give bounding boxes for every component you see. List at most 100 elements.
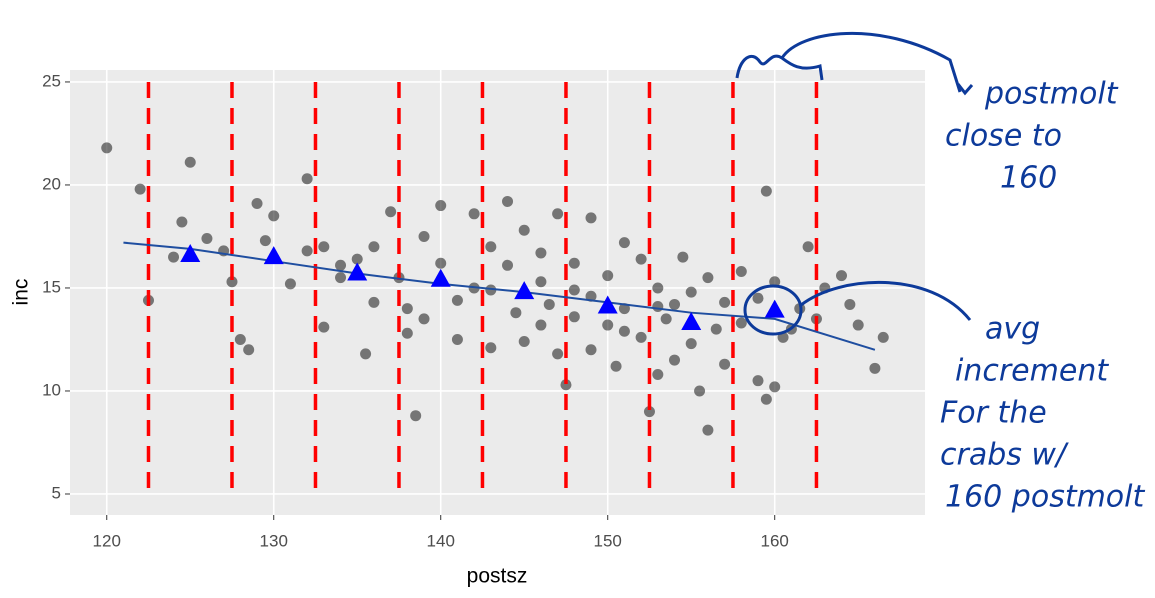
- mean-triangle: [430, 268, 451, 287]
- point: [410, 410, 422, 422]
- point: [485, 342, 497, 354]
- y-tick-label: 25: [42, 71, 61, 90]
- point: [719, 358, 731, 370]
- point: [168, 251, 180, 263]
- point: [702, 424, 714, 436]
- point: [134, 183, 146, 195]
- point: [335, 272, 347, 284]
- point: [535, 247, 547, 259]
- point: [351, 253, 363, 265]
- mean-triangle: [681, 311, 702, 330]
- y-tick-label: 20: [42, 174, 61, 193]
- point: [752, 375, 764, 387]
- point: [435, 257, 447, 269]
- point: [685, 286, 697, 298]
- x-axis-label: postsz: [467, 565, 528, 588]
- point: [660, 313, 672, 325]
- point: [618, 303, 630, 315]
- point: [735, 265, 747, 277]
- point: [552, 348, 564, 360]
- point: [101, 142, 113, 154]
- point: [652, 368, 664, 380]
- point: [652, 282, 664, 294]
- point: [760, 393, 772, 405]
- point: [760, 185, 772, 197]
- point: [610, 360, 622, 372]
- point: [268, 210, 280, 222]
- point: [710, 323, 722, 335]
- point: [677, 251, 689, 263]
- point: [485, 241, 497, 253]
- y-tick-label: 5: [52, 483, 61, 502]
- point: [802, 241, 814, 253]
- point: [635, 253, 647, 265]
- point: [669, 298, 681, 310]
- mean-triangle: [180, 244, 201, 263]
- point: [585, 290, 597, 302]
- point: [719, 296, 731, 308]
- point: [585, 212, 597, 224]
- x-tick-label: 150: [594, 531, 622, 550]
- point: [284, 278, 296, 290]
- point: [518, 336, 530, 348]
- point: [518, 224, 530, 236]
- point: [485, 284, 497, 296]
- point: [201, 233, 213, 245]
- point: [401, 327, 413, 339]
- handwritten-note: postmolt: [984, 77, 1119, 112]
- mean-triangle: [347, 262, 368, 281]
- point: [243, 344, 255, 356]
- point: [685, 338, 697, 350]
- point: [510, 307, 522, 319]
- mean-triangle: [597, 295, 618, 314]
- point: [502, 259, 514, 271]
- point: [652, 301, 664, 313]
- point: [694, 385, 706, 397]
- handwritten-note: For the: [940, 396, 1047, 431]
- handwritten-note: 160 postmolt: [945, 480, 1146, 515]
- panel: [70, 70, 925, 515]
- point: [502, 195, 514, 207]
- point: [552, 208, 564, 220]
- point: [852, 319, 864, 331]
- point: [877, 331, 889, 343]
- point: [301, 173, 313, 185]
- point: [401, 303, 413, 315]
- mean-triangle: [764, 299, 785, 318]
- point: [335, 259, 347, 271]
- handwritten-note: avg: [985, 312, 1040, 347]
- point: [602, 319, 614, 331]
- point: [869, 362, 881, 374]
- point: [176, 216, 188, 228]
- point: [318, 241, 330, 253]
- point: [318, 321, 330, 333]
- point: [226, 276, 238, 288]
- point: [451, 333, 463, 345]
- point: [535, 276, 547, 288]
- x-tick-label: 140: [427, 531, 455, 550]
- point: [618, 237, 630, 249]
- point: [251, 198, 263, 209]
- point: [669, 354, 681, 366]
- point: [259, 235, 271, 247]
- x-tick-label: 120: [93, 531, 121, 550]
- point: [618, 325, 630, 337]
- handwritten-note: increment: [955, 354, 1109, 389]
- point: [368, 241, 380, 253]
- point: [385, 206, 397, 218]
- point: [535, 319, 547, 331]
- point: [752, 292, 764, 304]
- point: [234, 333, 246, 345]
- point: [468, 208, 480, 220]
- point: [360, 348, 372, 360]
- handwritten-note: close to: [945, 119, 1062, 154]
- point: [435, 200, 447, 212]
- point: [602, 270, 614, 282]
- point: [568, 257, 580, 269]
- handwritten-note: 160: [1000, 161, 1057, 196]
- point: [301, 245, 313, 257]
- point: [635, 331, 647, 343]
- brace-arrow: [735, 32, 962, 93]
- point: [735, 317, 747, 329]
- arrow: [800, 280, 972, 321]
